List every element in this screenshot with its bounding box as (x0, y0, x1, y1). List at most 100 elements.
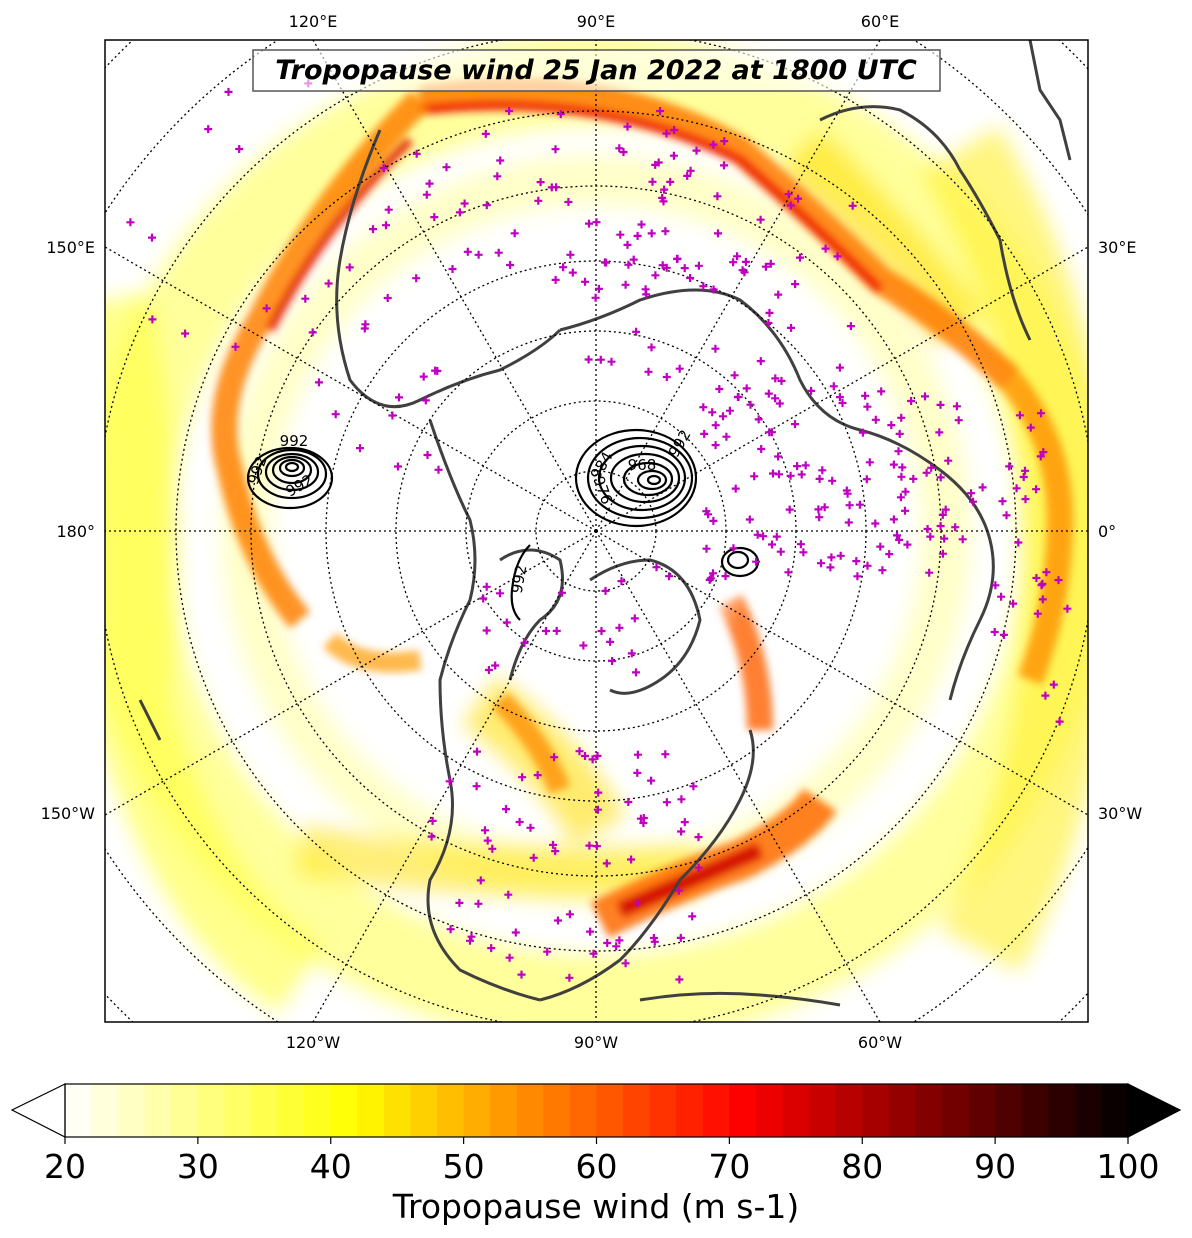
station-marker (1036, 452, 1045, 461)
station-marker (771, 394, 780, 403)
colorbar-segment (91, 1084, 119, 1137)
station-marker (315, 378, 323, 387)
station-marker (551, 275, 560, 284)
station-marker (675, 975, 684, 984)
station-marker (848, 201, 857, 210)
station-marker (828, 476, 837, 485)
station-marker (445, 777, 454, 786)
station-marker (709, 140, 718, 149)
station-marker (493, 172, 502, 181)
contour-label: 992 (508, 563, 531, 594)
station-marker (558, 588, 566, 597)
colorbar-segment (224, 1084, 252, 1137)
lon-label-top-2: 60°E (861, 12, 899, 31)
station-marker (651, 271, 660, 280)
station-marker (683, 171, 692, 180)
station-marker (231, 342, 240, 351)
colorbar-segment (330, 1084, 358, 1137)
station-marker (799, 548, 808, 557)
station-marker (742, 384, 751, 393)
station-marker (895, 535, 904, 544)
station-marker (699, 403, 708, 412)
station-marker (652, 563, 661, 572)
station-marker (791, 280, 800, 289)
station-marker (633, 231, 642, 240)
colorbar: 20 30 40 50 60 70 80 90 100 Tropopause wind (m s… (10, 1083, 1182, 1226)
station-marker (887, 421, 896, 430)
lon-label-top-0: 120°E (289, 12, 338, 31)
station-marker (1041, 691, 1050, 700)
station-marker (901, 487, 910, 496)
station-marker (654, 158, 663, 167)
station-marker (565, 910, 574, 919)
station-marker (700, 429, 709, 438)
station-marker (627, 855, 636, 864)
station-marker (711, 421, 720, 430)
station-marker (324, 279, 333, 288)
station-marker (584, 355, 593, 364)
station-marker (412, 149, 421, 158)
station-marker (936, 400, 945, 409)
station-marker (844, 518, 853, 527)
station-marker (430, 213, 439, 222)
station-marker (897, 413, 906, 422)
station-marker (829, 382, 838, 391)
station-marker (935, 428, 944, 437)
station-marker (1039, 448, 1048, 457)
station-marker (776, 547, 785, 556)
station-marker (204, 125, 213, 134)
colorbar-segment (809, 1084, 837, 1137)
station-marker (855, 500, 864, 509)
station-marker (721, 572, 730, 581)
station-marker (843, 489, 852, 498)
station-marker (529, 853, 538, 862)
station-marker (568, 268, 577, 277)
station-marker (680, 264, 689, 273)
station-marker (623, 240, 632, 249)
station-marker (235, 145, 244, 153)
station-marker (835, 393, 844, 402)
station-marker (565, 973, 574, 982)
station-marker (395, 393, 403, 402)
station-marker (428, 816, 437, 825)
map-frame (104, 39, 1089, 1023)
station-marker (511, 928, 520, 937)
station-marker (585, 219, 593, 228)
station-marker (488, 844, 497, 853)
station-marker (551, 145, 560, 154)
station-marker (746, 400, 755, 409)
station-marker (938, 510, 947, 519)
station-marker (756, 215, 765, 224)
colorbar-segment (623, 1084, 651, 1137)
station-marker (518, 773, 527, 782)
station-marker (615, 144, 624, 153)
colorbar-segment (357, 1084, 385, 1137)
station-marker (923, 525, 932, 533)
station-marker (1021, 466, 1029, 475)
station-marker (878, 566, 887, 575)
station-marker (388, 411, 397, 420)
station-marker (482, 626, 491, 635)
station-marker (1032, 574, 1041, 582)
station-marker (502, 618, 511, 627)
station-marker (482, 201, 491, 210)
colorbar-segment (968, 1084, 996, 1137)
station-marker (766, 259, 775, 268)
station-marker (729, 258, 738, 267)
colorbar-segment (676, 1084, 704, 1137)
colorbar-ticks: 20 30 40 50 60 70 80 90 100 (44, 1137, 1160, 1186)
station-marker (725, 406, 734, 415)
station-marker (836, 551, 845, 560)
station-marker (642, 290, 651, 299)
station-marker (709, 516, 718, 525)
station-marker (602, 859, 611, 868)
station-marker (482, 582, 491, 591)
colorbar-segment (915, 1084, 943, 1137)
station-marker (448, 265, 457, 273)
colorbar-segment (1074, 1084, 1103, 1137)
station-marker (785, 505, 794, 514)
station-marker (632, 327, 641, 336)
station-marker (833, 252, 842, 261)
station-marker (608, 657, 617, 665)
